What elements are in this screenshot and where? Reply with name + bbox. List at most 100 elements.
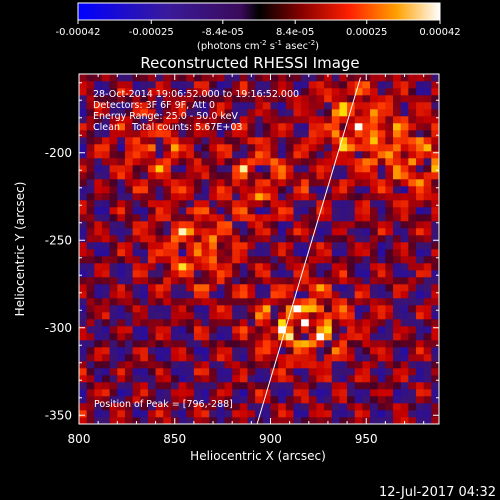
heatmap-cell xyxy=(308,417,317,424)
heatmap-cell xyxy=(224,368,233,376)
heatmap-cell xyxy=(385,130,394,138)
heatmap-cell xyxy=(186,109,195,117)
heatmap-cell xyxy=(186,417,195,424)
heatmap-cell xyxy=(316,389,325,397)
heatmap-cell xyxy=(255,326,264,334)
heatmap-cell xyxy=(331,137,340,145)
heatmap-cell xyxy=(94,417,103,424)
heatmap-cell xyxy=(79,312,87,320)
heatmap-cell xyxy=(370,109,379,117)
heatmap-cell xyxy=(255,410,264,418)
heatmap-cell xyxy=(155,179,164,187)
heatmap-cell xyxy=(262,172,271,180)
heatmap-cell xyxy=(147,242,156,250)
heatmap-cell xyxy=(132,116,141,124)
heatmap-cell xyxy=(285,228,294,236)
heatmap-cell xyxy=(109,389,118,397)
heatmap-cell xyxy=(324,291,333,299)
heatmap-cell xyxy=(400,228,409,236)
heatmap-cell xyxy=(86,389,95,397)
heatmap-cell xyxy=(178,389,187,397)
heatmap-cell xyxy=(178,81,187,89)
heatmap-cell xyxy=(117,151,126,159)
heatmap-cell xyxy=(163,277,172,285)
heatmap-cell xyxy=(247,382,256,390)
heatmap-cell xyxy=(224,137,233,145)
heatmap-cell xyxy=(101,249,110,257)
heatmap-cell xyxy=(270,186,279,194)
heatmap-cell xyxy=(94,214,103,222)
heatmap-cell xyxy=(178,235,187,243)
heatmap-cell xyxy=(262,361,271,369)
heatmap-cell xyxy=(262,291,271,299)
heatmap-cell xyxy=(285,151,294,159)
heatmap-cell xyxy=(408,319,417,327)
heatmap-cell xyxy=(416,333,424,341)
heatmap-cell xyxy=(293,109,302,117)
heatmap-cell xyxy=(431,312,439,320)
heatmap-cell xyxy=(193,221,202,229)
heatmap-cell xyxy=(186,249,195,257)
heatmap-cell xyxy=(140,284,149,292)
heatmap-cell xyxy=(301,102,310,110)
heatmap-cell xyxy=(423,151,432,159)
y-tick-label: -250 xyxy=(45,233,72,247)
heatmap-cell xyxy=(117,263,126,271)
heatmap-cell xyxy=(339,249,348,257)
heatmap-cell xyxy=(408,396,417,404)
heatmap-cell xyxy=(431,130,439,138)
heatmap-cell xyxy=(347,172,356,180)
heatmap-cell xyxy=(400,305,409,313)
heatmap-cell xyxy=(285,207,294,215)
heatmap-cell xyxy=(316,109,325,117)
heatmap-cell xyxy=(178,221,187,229)
heatmap-cell xyxy=(209,186,218,194)
heatmap-cell xyxy=(163,326,172,334)
heatmap-cell xyxy=(270,130,279,138)
heatmap-cell xyxy=(301,249,310,257)
heatmap-cell xyxy=(117,312,126,320)
heatmap-cell xyxy=(278,263,287,271)
heatmap-cell xyxy=(316,396,325,404)
heatmap-cell xyxy=(385,396,394,404)
heatmap-cell xyxy=(94,361,103,369)
heatmap-cell xyxy=(262,193,271,201)
heatmap-cell xyxy=(239,81,248,89)
heatmap-cell xyxy=(186,179,195,187)
heatmap-cell xyxy=(209,298,218,306)
heatmap-cell xyxy=(385,221,394,229)
heatmap-cell xyxy=(278,368,287,376)
heatmap-cell xyxy=(101,382,110,390)
heatmap-cell xyxy=(232,179,241,187)
heatmap-cell xyxy=(285,193,294,201)
heatmap-cell xyxy=(155,389,164,397)
heatmap-cell xyxy=(316,403,325,411)
heatmap-cell xyxy=(316,81,325,89)
heatmap-cell xyxy=(370,193,379,201)
heatmap-cell xyxy=(423,249,432,257)
heatmap-cell xyxy=(331,410,340,418)
heatmap-cell xyxy=(354,179,363,187)
heatmap-cell xyxy=(94,396,103,404)
heatmap-cell xyxy=(140,312,149,320)
heatmap-cell xyxy=(339,368,348,376)
heatmap-cell xyxy=(86,235,95,243)
heatmap-cell xyxy=(201,319,210,327)
heatmap-cell xyxy=(316,298,325,306)
heatmap-cell xyxy=(94,88,103,96)
heatmap-cell xyxy=(255,172,264,180)
heatmap-cell xyxy=(132,375,141,383)
heatmap-cell xyxy=(79,263,87,271)
heatmap-cell xyxy=(362,277,371,285)
colorbar-tick-label: -8.4e-05 xyxy=(202,27,244,38)
heatmap-cell xyxy=(431,179,439,187)
heatmap-cell xyxy=(316,354,325,362)
heatmap-cell xyxy=(324,277,333,285)
heatmap-cell xyxy=(79,284,87,292)
heatmap-cell xyxy=(255,354,264,362)
heatmap-cell xyxy=(324,179,333,187)
heatmap-cell xyxy=(170,277,179,285)
heatmap-cell xyxy=(224,158,233,166)
heatmap-cell xyxy=(186,403,195,411)
heatmap-cell xyxy=(132,130,141,138)
